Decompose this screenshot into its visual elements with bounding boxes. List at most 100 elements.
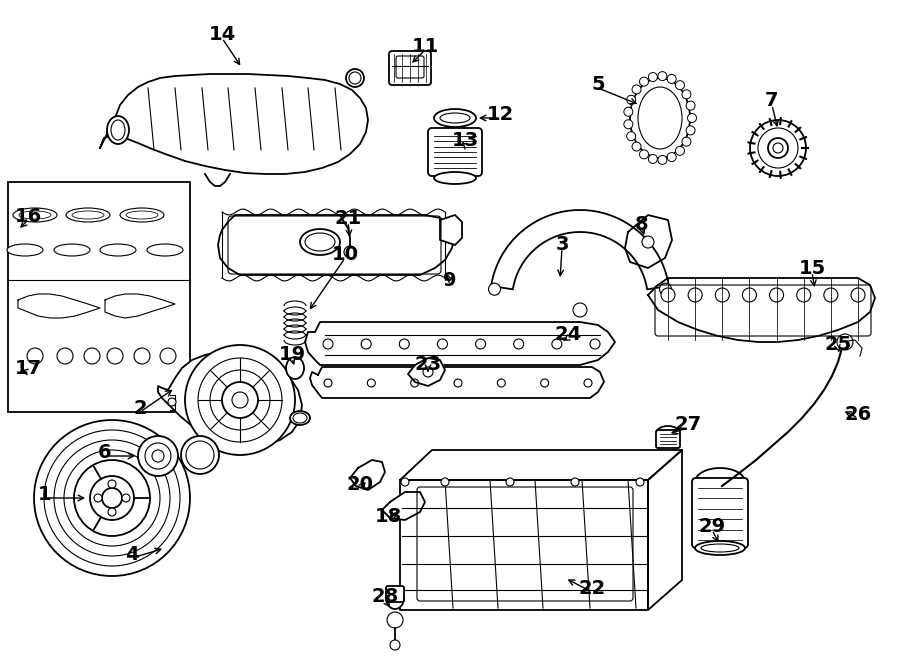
Polygon shape	[648, 278, 875, 342]
Ellipse shape	[440, 113, 470, 123]
Circle shape	[640, 150, 649, 159]
Circle shape	[773, 143, 783, 153]
Circle shape	[122, 494, 130, 502]
Ellipse shape	[181, 436, 219, 474]
Circle shape	[423, 367, 433, 377]
Circle shape	[626, 95, 635, 104]
Circle shape	[688, 114, 697, 122]
Ellipse shape	[72, 211, 104, 219]
Text: 10: 10	[331, 245, 358, 264]
Polygon shape	[440, 215, 462, 245]
Text: 27: 27	[674, 414, 702, 434]
Circle shape	[851, 288, 865, 302]
Circle shape	[367, 379, 375, 387]
Circle shape	[688, 288, 702, 302]
Circle shape	[27, 348, 43, 364]
Polygon shape	[305, 322, 615, 365]
Circle shape	[682, 90, 691, 99]
Ellipse shape	[293, 413, 307, 423]
Circle shape	[57, 348, 73, 364]
Text: 4: 4	[125, 545, 139, 563]
Circle shape	[658, 71, 667, 81]
Polygon shape	[648, 450, 682, 610]
Ellipse shape	[300, 229, 340, 255]
Text: 26: 26	[844, 405, 871, 424]
Circle shape	[90, 476, 134, 520]
Circle shape	[632, 85, 641, 94]
Text: 17: 17	[14, 358, 41, 377]
Polygon shape	[350, 460, 385, 490]
Circle shape	[742, 288, 756, 302]
Ellipse shape	[657, 426, 679, 438]
Circle shape	[640, 77, 649, 86]
Text: 28: 28	[372, 586, 399, 605]
Polygon shape	[625, 215, 672, 268]
Ellipse shape	[290, 411, 310, 425]
Text: 12: 12	[486, 104, 514, 124]
Circle shape	[44, 430, 180, 566]
Ellipse shape	[286, 357, 304, 379]
Circle shape	[571, 478, 579, 486]
Ellipse shape	[701, 544, 739, 552]
Circle shape	[661, 288, 675, 302]
Circle shape	[552, 339, 562, 349]
Text: 14: 14	[209, 24, 236, 44]
Circle shape	[410, 379, 419, 387]
Circle shape	[454, 379, 462, 387]
Circle shape	[624, 120, 633, 129]
Text: 15: 15	[798, 258, 825, 278]
FancyBboxPatch shape	[386, 586, 404, 602]
Circle shape	[686, 126, 695, 135]
Polygon shape	[310, 367, 604, 398]
Circle shape	[682, 137, 691, 146]
Ellipse shape	[120, 208, 164, 222]
Text: 6: 6	[98, 442, 112, 461]
Text: 2: 2	[133, 399, 147, 418]
Polygon shape	[491, 210, 669, 290]
Polygon shape	[100, 74, 368, 174]
Circle shape	[642, 236, 654, 248]
Circle shape	[648, 73, 657, 81]
Circle shape	[134, 348, 150, 364]
Circle shape	[361, 339, 371, 349]
Circle shape	[222, 382, 258, 418]
Circle shape	[323, 339, 333, 349]
Circle shape	[541, 379, 549, 387]
Text: 18: 18	[374, 506, 401, 525]
Ellipse shape	[434, 109, 476, 127]
Circle shape	[626, 132, 635, 141]
Ellipse shape	[186, 441, 214, 469]
Circle shape	[168, 398, 176, 406]
Text: 7: 7	[765, 91, 778, 110]
Text: 20: 20	[346, 475, 374, 494]
FancyBboxPatch shape	[656, 430, 680, 448]
Ellipse shape	[434, 172, 476, 184]
Text: 19: 19	[278, 344, 306, 364]
Circle shape	[796, 288, 811, 302]
FancyBboxPatch shape	[8, 182, 190, 412]
Polygon shape	[158, 352, 302, 446]
Text: 16: 16	[14, 206, 41, 225]
Circle shape	[475, 339, 486, 349]
Circle shape	[74, 460, 150, 536]
Circle shape	[676, 81, 685, 90]
Circle shape	[390, 640, 400, 650]
Ellipse shape	[100, 244, 136, 256]
Circle shape	[716, 288, 729, 302]
Text: 13: 13	[452, 132, 479, 151]
Ellipse shape	[630, 78, 690, 158]
Polygon shape	[382, 492, 425, 520]
Circle shape	[686, 101, 695, 110]
Text: 11: 11	[411, 36, 438, 56]
Ellipse shape	[695, 468, 745, 496]
Text: 29: 29	[698, 516, 725, 535]
Ellipse shape	[638, 87, 682, 149]
Ellipse shape	[126, 211, 158, 219]
Circle shape	[344, 246, 356, 258]
Circle shape	[514, 339, 524, 349]
Circle shape	[152, 450, 164, 462]
Circle shape	[84, 348, 100, 364]
Text: 25: 25	[824, 334, 851, 354]
Circle shape	[648, 155, 657, 163]
Circle shape	[108, 480, 116, 488]
